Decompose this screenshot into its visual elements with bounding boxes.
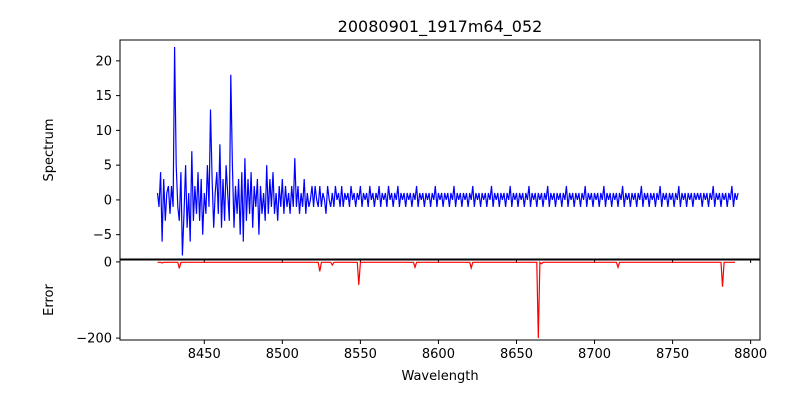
- x-tick-label: 8700: [578, 347, 611, 362]
- error-series-line: [157, 260, 735, 339]
- x-tick-label: 8500: [266, 347, 299, 362]
- y-tick-label: 0: [104, 193, 112, 208]
- y-tick-label: 15: [95, 89, 112, 104]
- x-tick-label: 8550: [344, 347, 377, 362]
- spectrum-y-ticks: −5 0 5 10 15 20: [93, 54, 120, 243]
- error-y-axis-label: Error: [42, 284, 57, 316]
- y-tick-label: −200: [76, 332, 112, 347]
- y-tick-label: 10: [95, 124, 112, 139]
- x-tick-label: 8750: [656, 347, 689, 362]
- spectrum-y-axis-label: Spectrum: [42, 119, 57, 182]
- y-tick-label: 0: [104, 255, 112, 270]
- x-tick-label: 8450: [188, 347, 221, 362]
- y-tick-label: 5: [104, 159, 112, 174]
- error-x-ticks: 8450 8500 8550 8600 8650 8700 8750 8800: [188, 340, 767, 362]
- chart-title: 20080901_1917m64_052: [338, 17, 543, 37]
- error-plot-frame: [119, 259, 761, 341]
- x-tick-label: 8650: [500, 347, 533, 362]
- x-tick-label: 8600: [422, 347, 455, 362]
- spectrum-plot-frame: [119, 39, 761, 260]
- spectrum-series-line: [156, 46, 739, 256]
- x-tick-label: 8800: [734, 347, 767, 362]
- x-axis-label: Wavelength: [401, 369, 478, 384]
- y-tick-label: −5: [93, 228, 112, 243]
- error-y-ticks: −200 0: [76, 255, 120, 347]
- y-tick-label: 20: [95, 54, 112, 69]
